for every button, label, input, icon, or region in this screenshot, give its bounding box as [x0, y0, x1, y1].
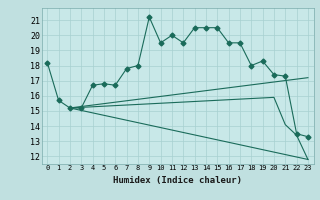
X-axis label: Humidex (Indice chaleur): Humidex (Indice chaleur) [113, 176, 242, 185]
